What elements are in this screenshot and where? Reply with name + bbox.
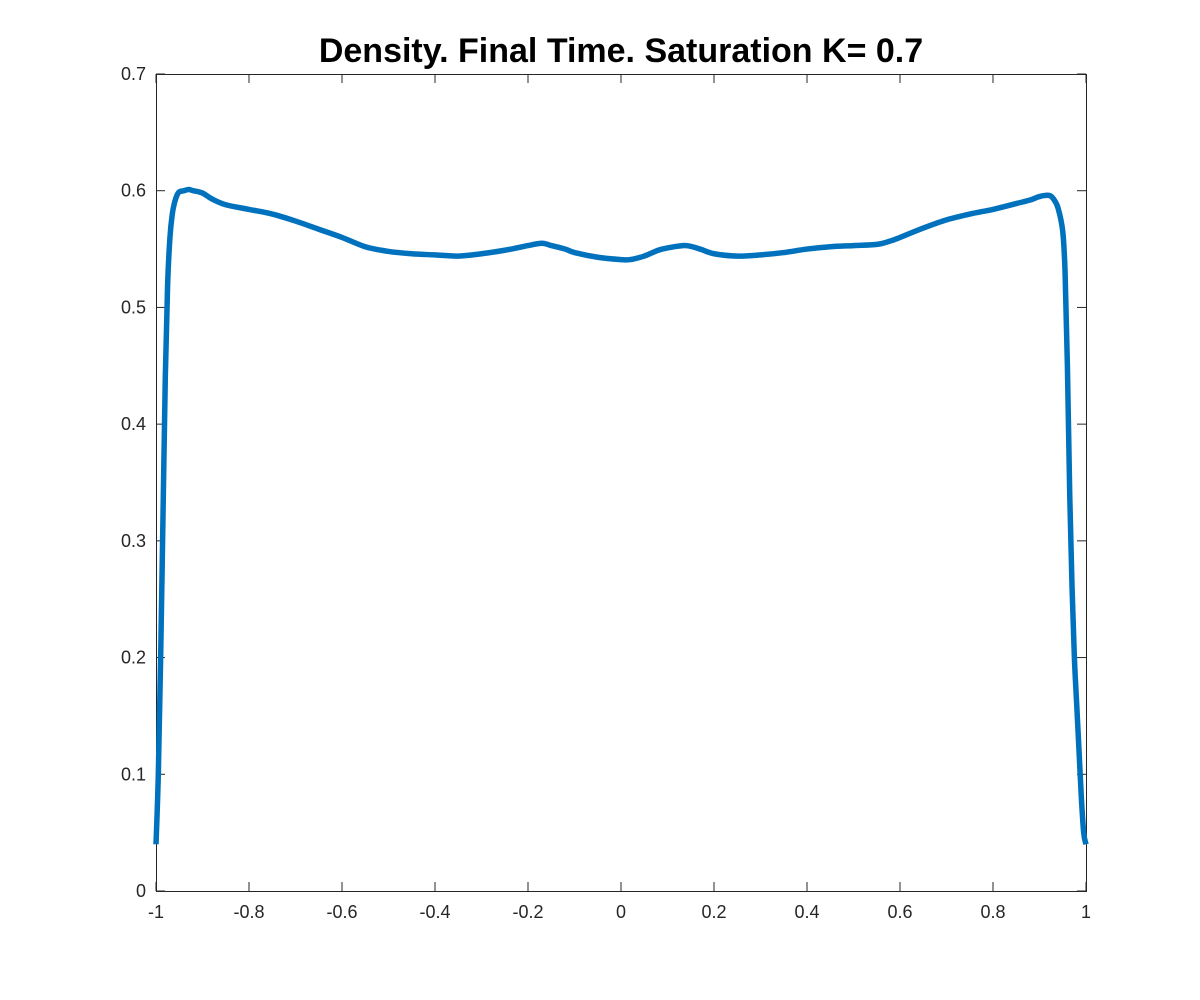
x-tick-label: -0.8 <box>233 902 264 922</box>
x-tick-label: 0.8 <box>980 902 1005 922</box>
x-tick-label: -1 <box>148 902 164 922</box>
x-tick-label: -0.4 <box>419 902 450 922</box>
x-tick-label: -0.6 <box>326 902 357 922</box>
x-tick-label: -0.2 <box>512 902 543 922</box>
y-tick-label: 0.5 <box>121 297 146 317</box>
y-tick-label: 0.6 <box>121 181 146 201</box>
series-layer <box>153 186 1089 845</box>
y-axis-ticks: 0 0.1 0.2 0.3 0.4 0.5 0.6 0.7 <box>121 64 1086 901</box>
chart-title: Density. Final Time. Saturation K= 0.7 <box>319 32 923 70</box>
y-tick-label: 0 <box>136 881 146 901</box>
density-series-line <box>153 186 1089 845</box>
y-tick-label: 0.1 <box>121 764 146 784</box>
x-tick-label: 0.4 <box>794 902 819 922</box>
y-tick-label: 0.7 <box>121 64 146 84</box>
x-axis-ticks: -1 -0.8 -0.6 -0.4 -0.2 0 0.2 0.4 0.6 0.8 1 <box>148 74 1091 922</box>
y-tick-label: 0.3 <box>121 531 146 551</box>
y-tick-label: 0.2 <box>121 648 146 668</box>
x-tick-label: 0.2 <box>701 902 726 922</box>
x-tick-label: 1 <box>1081 902 1091 922</box>
x-tick-label: 0.6 <box>887 902 912 922</box>
x-tick-label: 0 <box>616 902 626 922</box>
y-tick-label: 0.4 <box>121 414 146 434</box>
